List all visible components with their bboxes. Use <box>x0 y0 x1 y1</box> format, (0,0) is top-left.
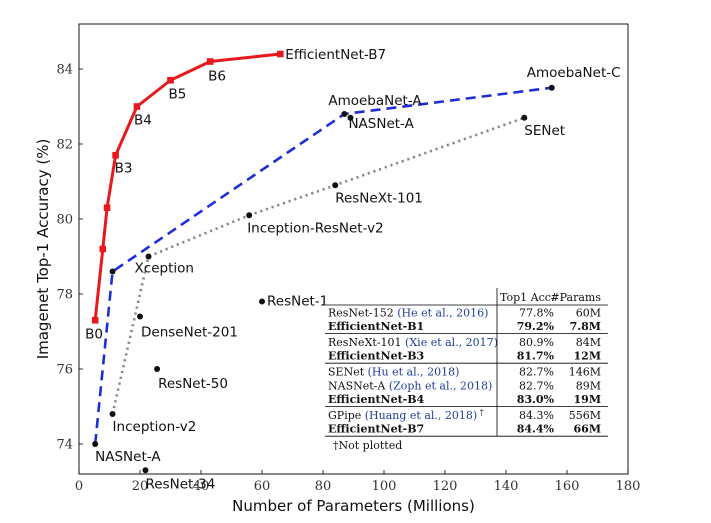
table-row-params: 19M <box>574 393 601 406</box>
data-point-marker <box>145 253 152 260</box>
point-label: Inception-v2 <box>113 419 197 435</box>
point-label: Xception <box>135 261 194 277</box>
table-row-model: EfficientNet-B7 <box>328 423 424 436</box>
table-row-model: EfficientNet-B4 <box>328 393 425 406</box>
table-row-model: EfficientNet-B1 <box>328 320 424 333</box>
x-tick-label: 60 <box>254 479 271 494</box>
plot-frame <box>78 23 629 475</box>
point-label: AmoebaNet-C <box>527 65 621 81</box>
data-point-marker <box>347 114 354 121</box>
table-row-acc: 82.7% <box>519 366 554 379</box>
markers <box>91 50 555 474</box>
point-label: EfficientNet-B7 <box>285 47 386 63</box>
table-row-model: SENet (Hu et al., 2018) <box>328 366 459 379</box>
table-row-params: 89M <box>576 379 601 392</box>
point-label: B4 <box>134 113 152 129</box>
data-point-marker <box>341 111 348 117</box>
y-tick-label: 76 <box>56 363 73 378</box>
efficientnet-marker <box>167 76 174 84</box>
data-point-marker <box>137 313 143 320</box>
table-row-model: EfficientNet-B3 <box>328 350 424 363</box>
efficientnet-marker <box>99 245 107 253</box>
data-point-marker <box>521 114 528 121</box>
efficientnet-marker <box>103 204 111 212</box>
data-point-marker <box>109 268 116 275</box>
table-row-model: GPipe (Huang et al., 2018) † <box>328 408 484 422</box>
y-tick-label: 80 <box>56 213 73 228</box>
table-background <box>325 288 608 463</box>
point-label: ResNet-34 <box>145 476 215 492</box>
efficientnet-marker <box>91 316 99 324</box>
x-tick-label: 180 <box>616 479 641 494</box>
x-tick-label: 120 <box>433 479 458 494</box>
point-label: B0 <box>85 326 103 342</box>
efficientnet-marker <box>206 58 214 65</box>
point-label: Inception-ResNet-v2 <box>247 220 383 236</box>
point-label: B5 <box>169 86 187 102</box>
table-row-acc: 82.7% <box>519 379 554 392</box>
data-point-marker <box>332 182 339 189</box>
table-footnote: †Not plotted <box>333 439 402 452</box>
table-row-model: ResNeXt-101 (Xie et al., 2017) <box>328 336 498 349</box>
table-row-params: 84M <box>576 336 601 349</box>
x-tick-label: 140 <box>494 479 519 494</box>
axes: 0 20 40 60 80 100 120 140 160 180 74 76 78 80 82 84 Numb… <box>34 23 641 515</box>
table-row-params: 7.8M <box>570 320 601 333</box>
table-row-model: ResNet-152 (He et al., 2016) <box>328 306 488 319</box>
point-label: DenseNet-201 <box>141 325 238 341</box>
point-label: SENet <box>524 123 565 139</box>
y-tick-label: 84 <box>56 63 73 78</box>
table-row-acc: 79.2% <box>517 320 555 333</box>
y-axis-title: Imagenet Top-1 Accuracy (%) <box>34 139 52 360</box>
table-row-acc: 84.4% <box>517 423 555 436</box>
x-tick-label: 160 <box>555 479 580 494</box>
table-row-params: 146M <box>569 366 601 379</box>
series-line-efficientnet <box>93 52 281 321</box>
point-label: AmoebaNet-A <box>328 93 422 109</box>
data-point-marker <box>142 467 149 474</box>
table-row-acc: 81.7% <box>517 350 555 363</box>
y-tick-label: 74 <box>56 438 73 453</box>
efficientnet-marker <box>133 103 141 110</box>
table-row-params: 60M <box>576 306 601 319</box>
x-tick-label: 80 <box>315 479 332 494</box>
table-row-acc: 84.3% <box>519 409 554 422</box>
efficientnet-marker <box>112 151 119 159</box>
y-tick-label: 82 <box>56 138 73 153</box>
x-axis-title: Number of Parameters (Millions) <box>232 497 475 515</box>
x-tick-label: 100 <box>372 479 397 494</box>
data-point-marker <box>92 441 99 447</box>
point-label: B3 <box>115 160 133 176</box>
table-row-params: 556M <box>569 409 601 422</box>
table-row-acc: 83.0% <box>517 393 555 406</box>
point-label: B6 <box>208 69 226 85</box>
efficientnet-marker <box>277 50 284 58</box>
point-label: ResNeXt-101 <box>335 190 423 206</box>
point-label: NASNet-A <box>95 449 161 465</box>
table-row-params: 66M <box>574 423 601 436</box>
data-point-marker <box>246 212 253 219</box>
y-tick-label: 78 <box>56 288 73 303</box>
table-header-acc: Top1 Acc. <box>500 291 554 304</box>
data-point-marker <box>259 298 265 305</box>
comparison-table: Top1 Acc.#Params ResNet-152 (He et al., 2… <box>325 288 608 463</box>
series-line-nas <box>93 86 552 445</box>
data-point-marker <box>154 366 161 372</box>
table-header-params: #Params <box>550 291 601 304</box>
x-tick-label: 0 <box>75 479 83 494</box>
data-point-marker <box>548 84 555 91</box>
table-row-acc: 77.8% <box>519 306 554 319</box>
table-row-model: NASNet-A (Zoph et al., 2018) <box>328 379 492 392</box>
point-label: NASNet-A <box>348 116 414 132</box>
point-label: ResNet-50 <box>158 376 228 392</box>
table-row-acc: 80.9% <box>519 336 554 349</box>
x-tick-label: 20 <box>132 479 149 494</box>
x-tick-label: 40 <box>193 479 210 494</box>
data-point-marker <box>109 411 116 417</box>
table-row-params: 12M <box>574 350 601 363</box>
